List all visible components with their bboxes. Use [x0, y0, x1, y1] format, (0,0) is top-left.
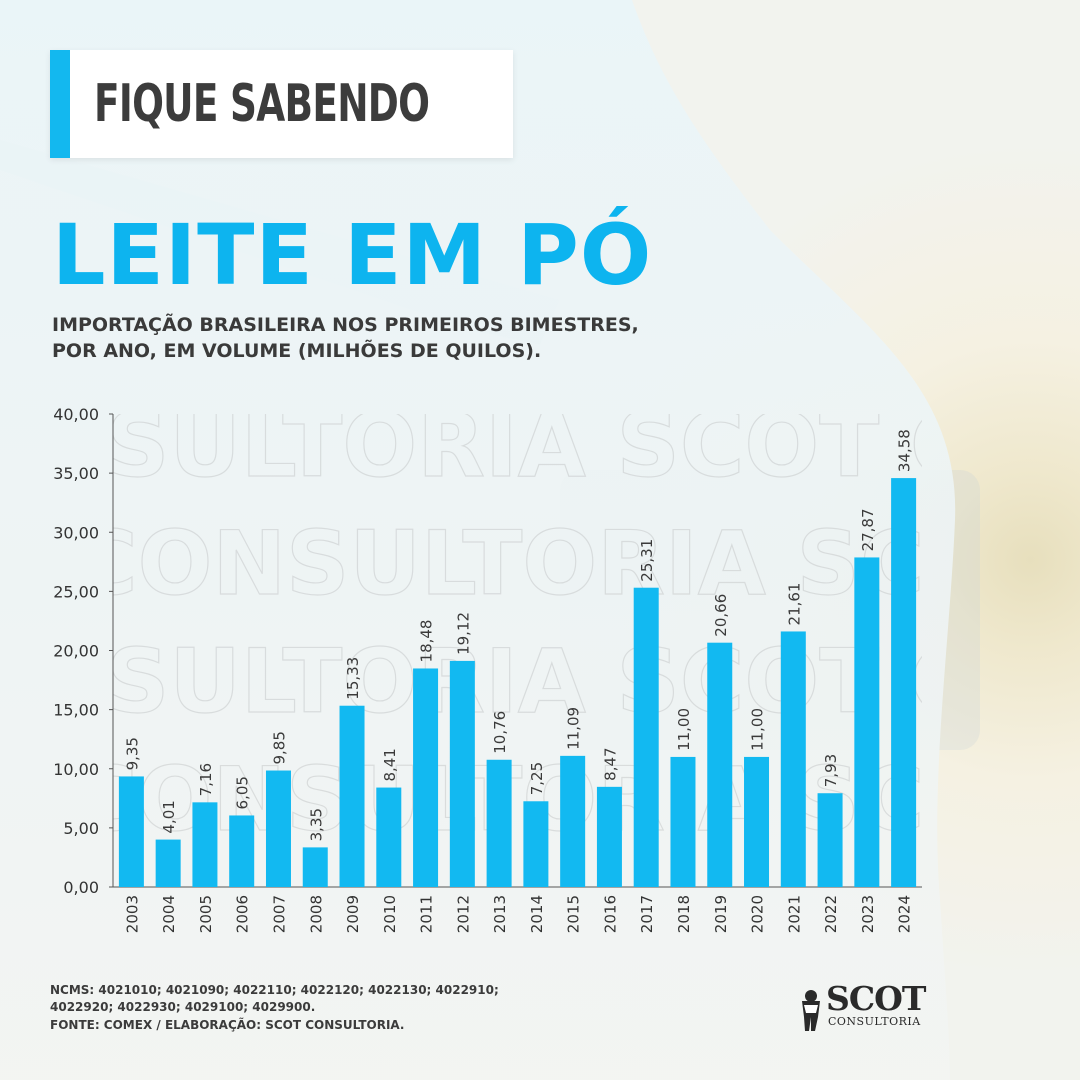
- data-label-2004: 4,01: [160, 800, 178, 833]
- x-tick-labels-layer: 2003 2004 2005 2006 2007 2008 2009 2010 2011 2012…: [123, 895, 913, 933]
- bar-2015: [560, 755, 586, 887]
- data-label-2008: 3,35: [307, 808, 325, 841]
- data-label-2009: 15,33: [344, 657, 362, 700]
- bar-2013: [486, 759, 512, 887]
- data-label-2023: 27,87: [859, 508, 877, 551]
- logo-subtitle: CONSULTORIA: [828, 1015, 921, 1028]
- y-tick-label: 10,00: [53, 760, 99, 779]
- source-note: FONTE: COMEX / ELABORAÇÃO: SCOT CONSULTO…: [50, 1018, 405, 1032]
- x-tick-label-2005: 2005: [197, 895, 215, 933]
- x-tick-label-2006: 2006: [234, 895, 252, 933]
- x-tick-label-2012: 2012: [454, 895, 472, 933]
- bar-2010: [376, 787, 402, 887]
- data-label-2010: 8,41: [381, 748, 399, 781]
- data-label-2003: 9,35: [123, 737, 141, 770]
- data-label-2005: 7,16: [197, 763, 215, 796]
- bar-2014: [523, 801, 549, 887]
- x-tick-label-2022: 2022: [822, 895, 840, 933]
- bar-2022: [817, 793, 843, 887]
- bars-layer: [118, 478, 917, 887]
- y-tick-label: 30,00: [53, 523, 99, 542]
- data-label-2021: 21,61: [785, 583, 803, 626]
- bar-2003: [118, 776, 144, 887]
- y-tick-label: 20,00: [53, 642, 99, 661]
- ncms-note-line-2: 4022920; 4022930; 4029100; 4029900.: [50, 1000, 316, 1014]
- subtitle-line-1: IMPORTAÇÃO BRASILEIRA NOS PRIMEIROS BIME…: [52, 314, 639, 336]
- y-tick-label: 5,00: [63, 819, 99, 838]
- bar-2018: [670, 756, 696, 887]
- x-tick-label-2004: 2004: [160, 895, 178, 933]
- data-label-2016: 8,47: [601, 747, 619, 780]
- bar-chart: CONSULTORIA SCOT CONSULTORIA SCOT CONSUL…: [0, 394, 1080, 933]
- x-tick-label-2019: 2019: [712, 895, 730, 933]
- x-tick-label-2009: 2009: [344, 895, 362, 933]
- x-tick-label-2017: 2017: [638, 895, 656, 933]
- data-label-2007: 9,85: [270, 731, 288, 764]
- data-label-2014: 7,25: [528, 762, 546, 795]
- data-label-2011: 18,48: [418, 620, 436, 663]
- data-label-2017: 25,31: [638, 539, 656, 582]
- x-tick-label-2024: 2024: [896, 895, 914, 933]
- data-label-2024: 34,58: [896, 429, 914, 472]
- y-tick-label: 35,00: [53, 464, 99, 483]
- x-tick-label-2016: 2016: [601, 895, 619, 933]
- bar-2023: [854, 557, 880, 887]
- bar-2007: [265, 770, 291, 887]
- bar-2017: [633, 587, 659, 887]
- logo-figure-icon: [802, 990, 820, 1031]
- x-tick-label-2011: 2011: [418, 895, 436, 933]
- bar-2020: [744, 756, 770, 887]
- data-label-2013: 10,76: [491, 711, 509, 754]
- data-label-2012: 19,12: [454, 612, 472, 655]
- bar-2008: [302, 847, 328, 887]
- header-badge: FIQUE SABENDO: [50, 50, 513, 158]
- bar-2016: [596, 786, 622, 887]
- page-title: LEITE EM PÓ: [52, 206, 653, 304]
- data-label-2019: 20,66: [712, 594, 730, 637]
- watermark-text: CONSULTORIA SCOT CONSULTORIA SCOT CONSUL…: [0, 630, 1080, 733]
- y-tick-label: 15,00: [53, 701, 99, 720]
- bar-2021: [780, 631, 806, 887]
- bar-2006: [229, 815, 255, 887]
- x-tick-label-2018: 2018: [675, 895, 693, 933]
- subtitle-line-2: POR ANO, EM VOLUME (MILHÕES DE QUILOS).: [52, 340, 542, 362]
- data-label-2020: 11,00: [749, 708, 767, 751]
- x-tick-label-2008: 2008: [307, 895, 325, 933]
- logo-word: SCOT: [826, 979, 926, 1018]
- badge-label: FIQUE SABENDO: [94, 74, 430, 134]
- data-label-2018: 11,00: [675, 708, 693, 751]
- data-label-2015: 11,09: [565, 707, 583, 750]
- x-tick-label-2015: 2015: [565, 895, 583, 933]
- x-tick-label-2010: 2010: [381, 895, 399, 933]
- bar-2019: [707, 642, 733, 887]
- data-labels-layer: 9,35 4,01 7,16 6,05 9,85 3,35 15,33 8,41 18,48 19…: [123, 429, 913, 841]
- y-tick-labels-layer: 0,00 5,00 10,00 15,00 20,00 25,00 30,00 35,00 40…: [53, 405, 99, 897]
- y-tick-label: 0,00: [63, 878, 99, 897]
- x-tick-label-2021: 2021: [785, 895, 803, 933]
- x-tick-label-2007: 2007: [270, 895, 288, 933]
- x-tick-label-2023: 2023: [859, 895, 877, 933]
- x-tick-label-2020: 2020: [749, 895, 767, 933]
- watermark-layer: CONSULTORIA SCOT CONSULTORIA SCOT CONSUL…: [0, 394, 1080, 852]
- badge-accent-bar: [50, 50, 70, 158]
- bar-2009: [339, 705, 365, 887]
- scot-logo: SCOT CONSULTORIA: [798, 979, 928, 1033]
- bar-2004: [155, 839, 181, 887]
- y-tick-label: 25,00: [53, 582, 99, 601]
- bar-2011: [413, 668, 439, 887]
- bar-2005: [192, 802, 218, 887]
- watermark-text: CONSULTORIA SCOT CONSULTORIA SCOT CONSUL…: [0, 394, 1080, 497]
- bar-2012: [449, 660, 475, 887]
- bar-2024: [891, 478, 917, 887]
- data-label-2022: 7,93: [822, 754, 840, 787]
- data-label-2006: 6,05: [234, 776, 252, 809]
- x-tick-label-2014: 2014: [528, 895, 546, 933]
- ncms-note-line-1: NCMS: 4021010; 4021090; 4022110; 4022120…: [50, 983, 499, 997]
- watermark-text: CONSULTORIA SCOT CONSULTORIA SCOT CONSUL…: [73, 512, 1080, 615]
- x-tick-label-2003: 2003: [123, 895, 141, 933]
- x-tick-label-2013: 2013: [491, 895, 509, 933]
- y-tick-label: 40,00: [53, 405, 99, 424]
